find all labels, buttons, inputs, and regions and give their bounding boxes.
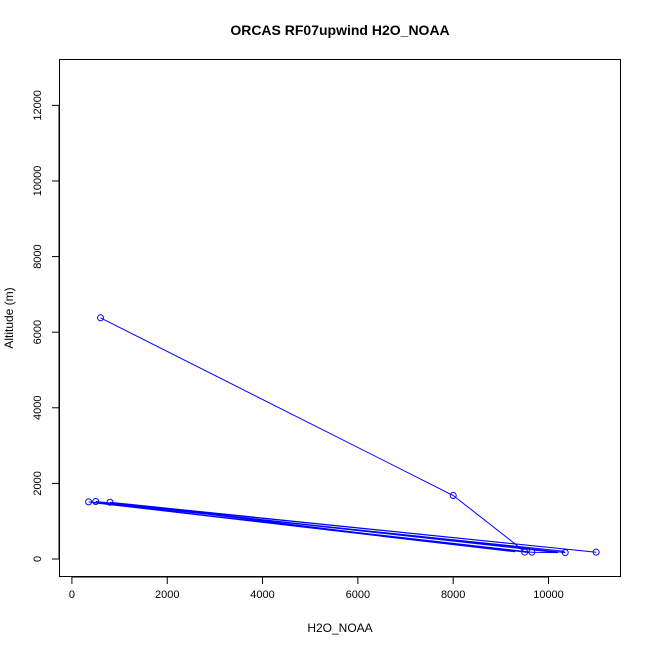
x-tick-label: 0 xyxy=(69,589,75,601)
series-line xyxy=(88,317,597,554)
chart-title: ORCAS RF07upwind H2O_NOAA xyxy=(230,22,449,38)
data-point xyxy=(528,548,536,556)
data-point xyxy=(92,498,100,506)
x-tick-label: 2000 xyxy=(155,589,179,601)
x-tick-label: 6000 xyxy=(346,589,370,601)
y-axis: 0 2000 4000 6000 8000 10000 12000 xyxy=(32,90,60,562)
y-tick-label: 0 xyxy=(32,556,44,562)
y-tick-label: 10000 xyxy=(32,166,44,197)
data-point xyxy=(97,314,105,322)
series-layer xyxy=(85,314,600,557)
x-tick-label: 10000 xyxy=(533,589,564,601)
y-axis-label: Altitude (m) xyxy=(2,287,16,348)
data-point xyxy=(85,498,93,506)
data-point xyxy=(561,549,569,557)
y-tick-label: 8000 xyxy=(32,244,44,268)
y-tick-label: 12000 xyxy=(32,90,44,121)
data-point xyxy=(592,548,600,556)
y-tick-label: 6000 xyxy=(32,320,44,344)
plot-frame xyxy=(59,59,621,577)
data-point xyxy=(106,498,114,506)
x-tick-label: 8000 xyxy=(441,589,465,601)
x-axis-label: H2O_NOAA xyxy=(307,621,372,635)
data-point xyxy=(449,491,457,499)
y-tick-label: 4000 xyxy=(32,396,44,420)
data-point xyxy=(521,548,529,556)
x-axis: 0 2000 4000 6000 8000 10000 xyxy=(69,576,564,601)
y-tick-label: 2000 xyxy=(32,471,44,495)
x-tick-label: 4000 xyxy=(250,589,274,601)
